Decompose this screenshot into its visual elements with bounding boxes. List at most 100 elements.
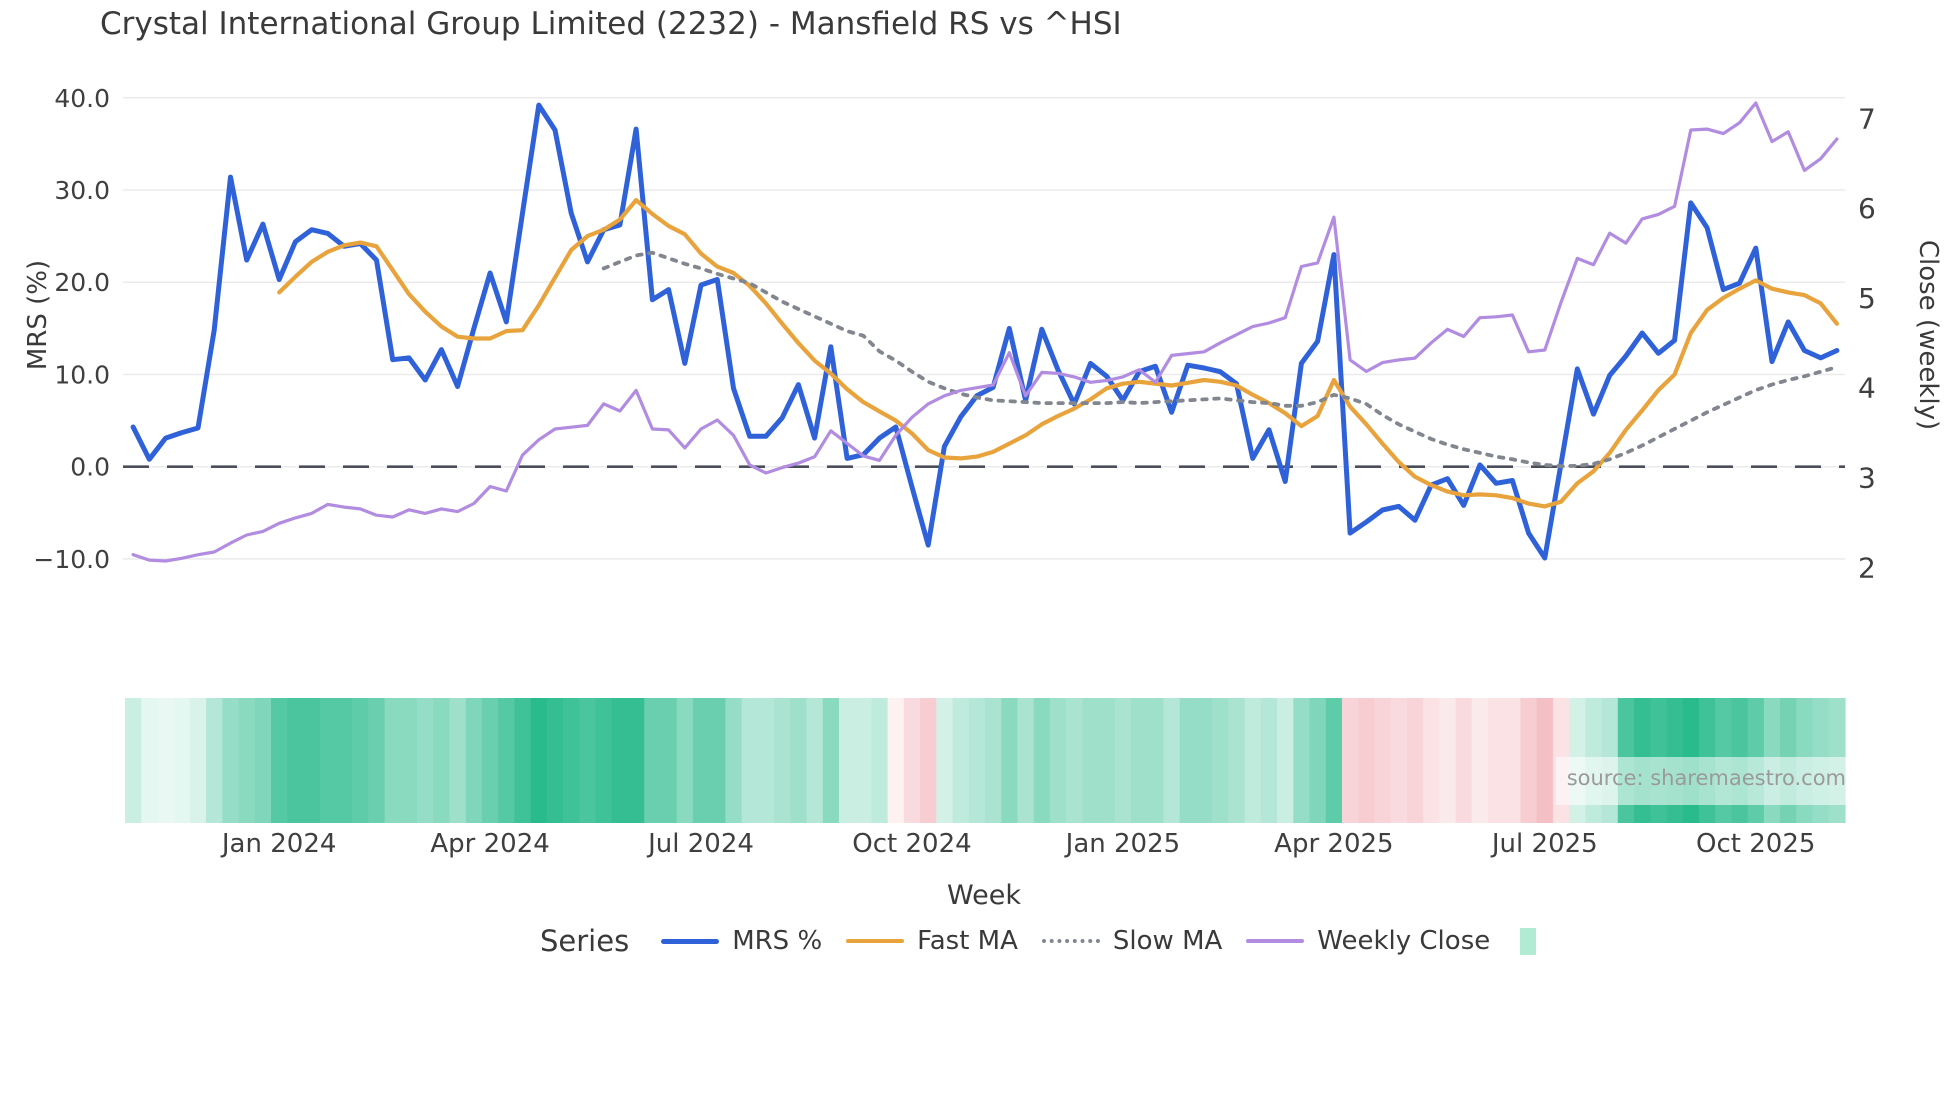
heatmap-cell [579,698,597,823]
x-axis-title: Week [947,880,1021,911]
legend-label-fast-ma: Fast MA [917,926,1018,956]
heatmap-cell [1114,698,1132,823]
heatmap-cell [838,698,856,823]
heatmap-cell [692,698,710,823]
heatmap-cell [920,698,937,823]
heatmap-cell [335,698,353,823]
heatmap-cell [530,698,548,823]
series-line-weekly-close [131,101,1839,563]
heatmap-cell [287,698,305,823]
heatmap-cell [1049,698,1067,823]
x-axis-tick-label: Jul 2024 [646,829,754,859]
heatmap-cell [676,698,694,823]
heatmap-cell [1309,698,1327,823]
x-axis-tick-label: Apr 2024 [430,829,549,859]
heatmap-cell [757,698,775,823]
heatmap-cell [790,698,808,823]
right-axis-tick-label: 5 [1858,282,1876,315]
x-axis-tick-label: Jan 2024 [220,829,337,859]
heatmap-cell [1293,698,1311,823]
heatmap-cell [1017,698,1035,823]
chart-title: Crystal International Group Limited (223… [100,6,1122,42]
x-axis-tick-label: Oct 2025 [1696,829,1815,859]
left-axis-tick-label: 0.0 [70,453,110,482]
heatmap-cell [806,698,824,823]
heatmap-cell [822,698,840,823]
heatmap-cell [222,698,240,823]
heatmap-cell [1358,698,1376,823]
legend-item-mrs: MRS % [661,926,822,956]
heatmap-cell [1390,698,1408,823]
heatmap-cell [1520,698,1538,823]
heatmap-cell [968,698,986,823]
heatmap-cell [271,698,288,823]
series-line-fast-ma [277,198,1840,509]
heatmap-cell [1179,698,1197,823]
heatmap-cell [1163,698,1181,823]
heatmap-cell [611,698,629,823]
source-credit: source: sharemaestro.com [1566,766,1846,790]
x-axis-tick-label: Oct 2024 [852,829,971,859]
heatmap-cell [173,698,191,823]
heatmap-cell [1455,698,1473,823]
heatmap-cell [189,698,207,823]
legend-label-weekly-close: Weekly Close [1317,926,1491,956]
left-axis-tick-label: −10.0 [33,545,110,574]
series-line-mrs- [130,102,1840,561]
heatmap-cell [709,698,726,823]
heatmap-cell [1423,698,1440,823]
left-axis-tick-label: 30.0 [54,176,110,205]
heatmap-cell [774,698,791,823]
legend-item-fast-ma: Fast MA [846,926,1018,956]
heatmap-cell [1033,698,1051,823]
heatmap-cell [481,698,499,823]
heatmap-cell [595,698,613,823]
heatmap-cell [125,698,142,823]
left-axis-tick-label: 20.0 [54,268,110,297]
heatmap-cell [660,698,678,823]
heatmap-cell [563,698,580,823]
heatmap-cell [449,698,467,823]
heatmap-cell [1098,698,1116,823]
heatmap-cell [384,698,402,823]
heatmap-cell [887,698,905,823]
right-axis-tick-label: 7 [1858,102,1876,135]
heatmap-cell [368,698,386,823]
legend-title: Series [540,924,630,958]
heatmap-cell [985,698,1002,823]
right-axis-tick-label: 2 [1858,551,1876,584]
heatmap-cell [1260,698,1278,823]
heatmap-cell [254,698,272,823]
heatmap-cell [319,698,337,823]
legend-label-slow-ma: Slow MA [1112,926,1223,956]
heatmap-cell [725,698,743,823]
heatmap-cell [1147,698,1165,823]
heatmap-cell [952,698,970,823]
legend-item-slow-ma: Slow MA [1041,926,1223,956]
heatmap-cell [1212,698,1229,823]
source-backdrop [1556,757,1856,805]
heatmap-cell [206,698,223,823]
x-axis-tick-label: Apr 2025 [1274,829,1393,859]
heatmap-cell [1406,698,1424,823]
heatmap-cell [1244,698,1262,823]
heatmap-cell [1374,698,1392,823]
heatmap-cell [1001,698,1019,823]
heatmap-cell [1488,698,1505,823]
x-axis-tick-label: Jul 2025 [1490,829,1598,859]
heatmap-cell [1066,698,1083,823]
heatmap-cell [514,698,532,823]
heatmap-cell [433,698,451,823]
x-axis-tick-label: Jan 2025 [1064,829,1181,859]
right-axis-tick-label: 6 [1858,192,1876,225]
heatmap-cell [141,698,159,823]
weekly-close-line-swatch-icon [1246,939,1305,943]
series-line-slow-ma [601,250,1839,469]
heatmap-cell [1228,698,1246,823]
heatmap-cell [903,698,921,823]
left-axis-tick-label: 10.0 [54,360,110,389]
heatmap-cell [303,698,321,823]
heatmap-cell [498,698,516,823]
